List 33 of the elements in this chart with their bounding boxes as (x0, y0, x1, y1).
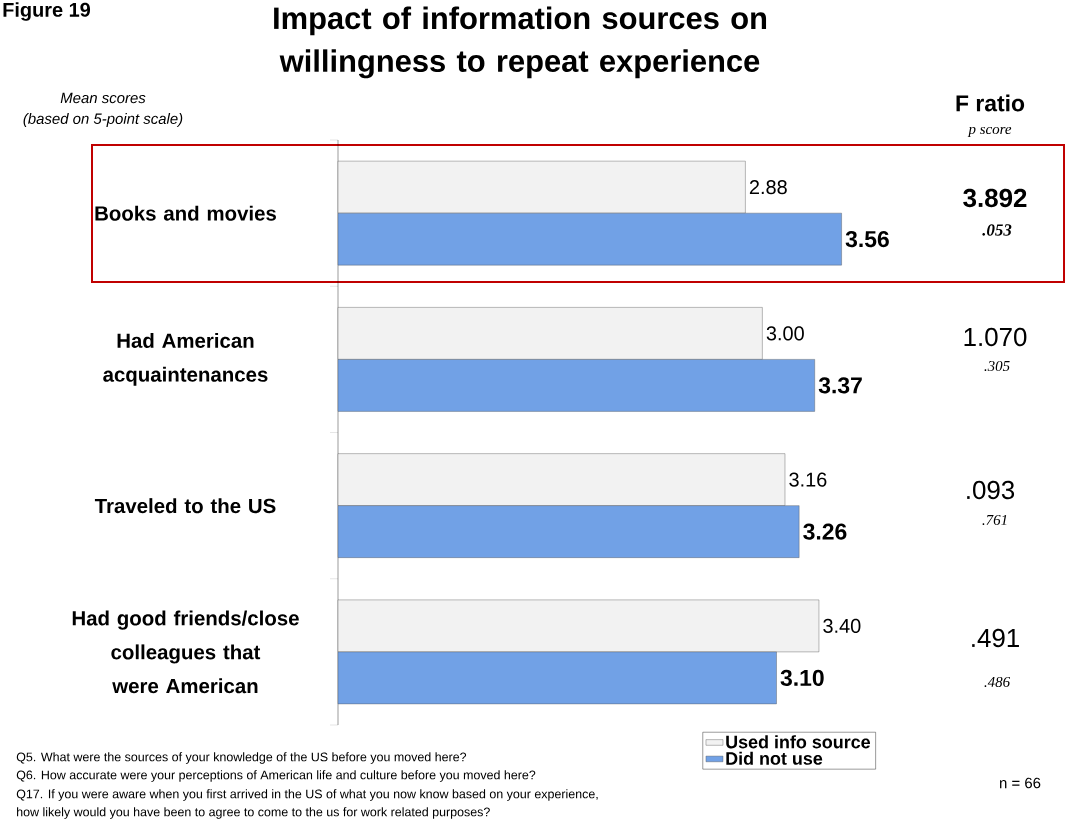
legend-label: Used info source (726, 735, 871, 749)
text: Mean scores (60, 92, 146, 104)
text: Q6. How accurate were your perceptions of American life and culture before you moved here? (16, 770, 536, 782)
data-label: 3.10 (780, 669, 824, 686)
y-tick-label: Books and movies (95, 205, 276, 221)
text: how likely would you have been to agree to come to the us for work related purposes? (17, 807, 490, 819)
text: .053 (982, 224, 1012, 236)
text: 1.070 (964, 327, 1027, 347)
legend-label: Did not use (726, 751, 823, 765)
data-label: 2.88 (749, 180, 787, 195)
y-tick-label: Had American acquaintenances (103, 332, 268, 386)
y-tick-label: Had good friends/close colleagues that were American (72, 610, 299, 694)
data-label: 3.26 (803, 523, 847, 540)
text: p score (967, 126, 1012, 138)
text: .486 (984, 676, 1011, 688)
text: F ratio (956, 94, 1025, 112)
data-label: 3.56 (845, 231, 889, 248)
data-label: 3.40 (823, 618, 861, 633)
y-tick-label: Traveled to the US (94, 498, 276, 514)
chart-title: Impact of information sources on willingness to repeat experience (274, 6, 767, 79)
text: n = 66 (1000, 777, 1041, 789)
text: 3.892 (963, 188, 1027, 208)
text: Q17. If you were aware when you first arrived in the US of what you now know based on your experience, (16, 789, 598, 801)
data-label: 3.00 (766, 326, 804, 341)
text: .761 (982, 514, 1007, 526)
text: .305 (984, 360, 1010, 372)
text: .093 (967, 480, 1015, 500)
data-label: 3.16 (789, 472, 827, 487)
text: (based on 5-point scale) (23, 113, 183, 127)
text: .491 (972, 628, 1019, 648)
caption: Figure 19 (3, 2, 91, 21)
text: Q5. What were the sources of your knowledge of the US before you moved here? (16, 752, 467, 764)
data-label: 3.37 (818, 377, 862, 394)
